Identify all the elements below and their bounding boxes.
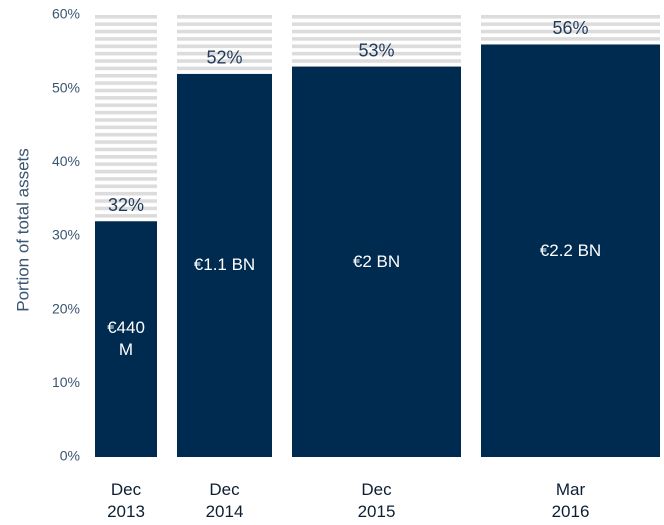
y-tick-label: 40% — [52, 153, 80, 169]
bar-label: €2.2 BN — [539, 240, 602, 260]
bar-label: €440 M — [107, 318, 145, 360]
value-label: 32% — [108, 195, 144, 215]
y-tick-label: 30% — [52, 227, 80, 243]
value-label: 52% — [206, 48, 242, 68]
y-tick-label: 50% — [52, 79, 80, 95]
x-tick-label: Dec 2013 — [107, 480, 145, 521]
bar-label: €2 BN — [352, 251, 401, 271]
y-tick-label: 60% — [52, 6, 80, 22]
value-label: 56% — [552, 18, 588, 38]
bar — [292, 66, 461, 458]
x-tick-label: Mar 2016 — [551, 480, 590, 521]
y-axis-label: Portion of total assets — [13, 148, 32, 311]
y-tick-label: 10% — [52, 374, 80, 390]
x-tick-label: Dec 2014 — [205, 480, 244, 521]
y-tick-label: 20% — [52, 300, 80, 316]
x-tick-label: Dec 2015 — [357, 480, 396, 521]
bar-label: €1.1 BN — [193, 255, 256, 275]
value-label: 53% — [358, 40, 394, 60]
y-tick-label: 0% — [60, 448, 80, 464]
bar — [177, 73, 272, 457]
bar — [95, 221, 157, 457]
bar — [481, 44, 660, 457]
